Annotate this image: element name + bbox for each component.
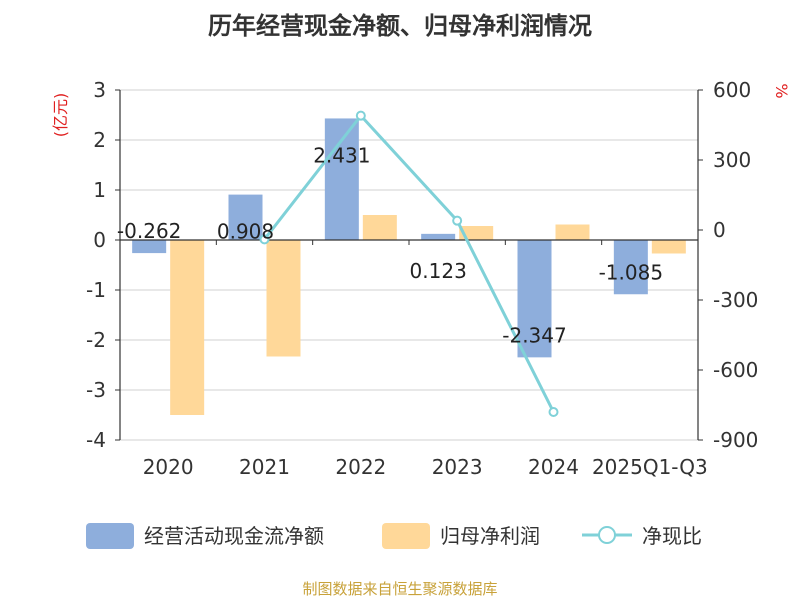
right-tick-label: 0: [713, 218, 726, 242]
source-note: 制图数据来自恒生聚源数据库: [302, 580, 498, 598]
right-tick-label: -300: [713, 288, 758, 312]
bar-value-label: -2.347: [502, 323, 566, 347]
bar-cashflow: [132, 240, 167, 254]
category-label: 2020: [143, 455, 194, 479]
bar-cashflow: [324, 118, 359, 240]
right-tick-label: -600: [713, 358, 758, 382]
legend-label-ratio: 净现比: [642, 524, 702, 548]
legend-swatch-cashflow: [86, 523, 134, 549]
left-tick-label: 3: [93, 78, 106, 102]
left-axis-unit-label: (亿元): [51, 93, 70, 138]
legend-label-cashflow: 经营活动现金流净额: [144, 524, 324, 548]
bar-value-label: -1.085: [599, 260, 663, 284]
bar-value-label: 0.908: [217, 220, 274, 244]
bar-net-profit: [362, 215, 397, 240]
left-tick-label: 1: [93, 178, 106, 202]
net-cash-ratio-line: [263, 113, 555, 413]
left-tick-label: 0: [93, 228, 106, 252]
net-cash-ratio-point: [355, 110, 366, 121]
bar-net-profit: [459, 226, 494, 240]
bar-value-label: 2.431: [313, 143, 370, 167]
right-tick-label: 300: [713, 148, 751, 172]
net-cash-ratio-point: [452, 215, 463, 226]
left-tick-label: -3: [86, 378, 106, 402]
category-label: 2022: [335, 455, 386, 479]
bar-net-profit: [555, 224, 590, 240]
bar-cashflow: [421, 233, 456, 240]
right-tick-label: 600: [713, 78, 751, 102]
category-label: 2023: [432, 455, 483, 479]
bar-net-profit: [170, 240, 205, 415]
bar-net-profit: [266, 240, 301, 357]
bar-cashflow: [228, 194, 263, 240]
legend-swatch-net-profit: [382, 523, 430, 549]
bar-net-profit: [651, 240, 686, 254]
net-cash-ratio-point: [548, 407, 559, 417]
right-tick-label: -900: [713, 428, 758, 452]
category-label: 2024: [528, 455, 579, 479]
legend-swatch-ratio-marker: [598, 526, 616, 544]
left-tick-label: -4: [86, 428, 106, 452]
category-label: 2021: [239, 455, 290, 479]
category-label: 2025Q1-Q3: [592, 455, 708, 479]
chart-title: 历年经营现金净额、归母净利润情况: [208, 12, 592, 40]
legend-label-net-profit: 归母净利润: [440, 524, 540, 548]
right-axis-unit-label: %: [772, 83, 791, 98]
bar-value-label: -0.262: [117, 219, 181, 243]
net-cash-ratio-point: [259, 234, 270, 245]
bar-cashflow: [613, 240, 648, 295]
bar-cashflow: [517, 240, 552, 358]
left-tick-label: -1: [86, 278, 106, 302]
left-tick-label: -2: [86, 328, 106, 352]
bar-value-label: 0.123: [410, 259, 467, 283]
left-tick-label: 2: [93, 128, 106, 152]
